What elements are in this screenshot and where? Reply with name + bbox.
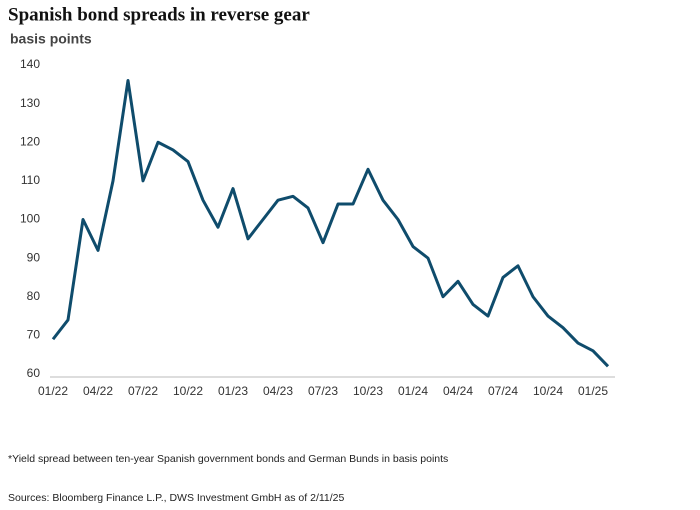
x-tick-label: 01/22 (38, 384, 68, 398)
x-tick-label: 10/24 (533, 384, 563, 398)
y-tick-label: 120 (20, 134, 40, 148)
line (51, 78, 610, 368)
footnote: *Yield spread between ten-year Spanish g… (8, 453, 448, 465)
x-tick-label: 10/23 (353, 384, 383, 398)
source: Sources: Bloomberg Finance L.P., DWS Inv… (8, 492, 345, 504)
y-tick-label: 90 (27, 250, 41, 264)
y-tick-label: 110 (21, 173, 40, 187)
x-tick-label: 01/23 (218, 384, 248, 398)
y-tick-label: 70 (27, 328, 41, 342)
chart-title: Spanish bond spreads in reverse gear (8, 4, 310, 25)
x-tick-label: 01/24 (398, 384, 428, 398)
y-tick-label: 80 (27, 289, 41, 303)
x-tick-label: 07/22 (128, 384, 158, 398)
x-tick-label: 07/24 (488, 384, 518, 398)
x-tick-label: 04/22 (83, 384, 113, 398)
y-tick-label: 100 (20, 212, 40, 226)
x-tick-label: 10/22 (173, 384, 203, 398)
y-tick-label: 130 (20, 96, 40, 110)
y-tick-label: 60 (27, 366, 41, 380)
x-tick-label: 07/23 (308, 384, 338, 398)
y-tick-label: 140 (20, 57, 40, 71)
x-tick-label: 01/25 (578, 384, 608, 398)
chart-subtitle: basis points (10, 31, 92, 47)
x-tick-label: 04/24 (443, 384, 473, 398)
x-tick-label: 04/23 (263, 384, 293, 398)
